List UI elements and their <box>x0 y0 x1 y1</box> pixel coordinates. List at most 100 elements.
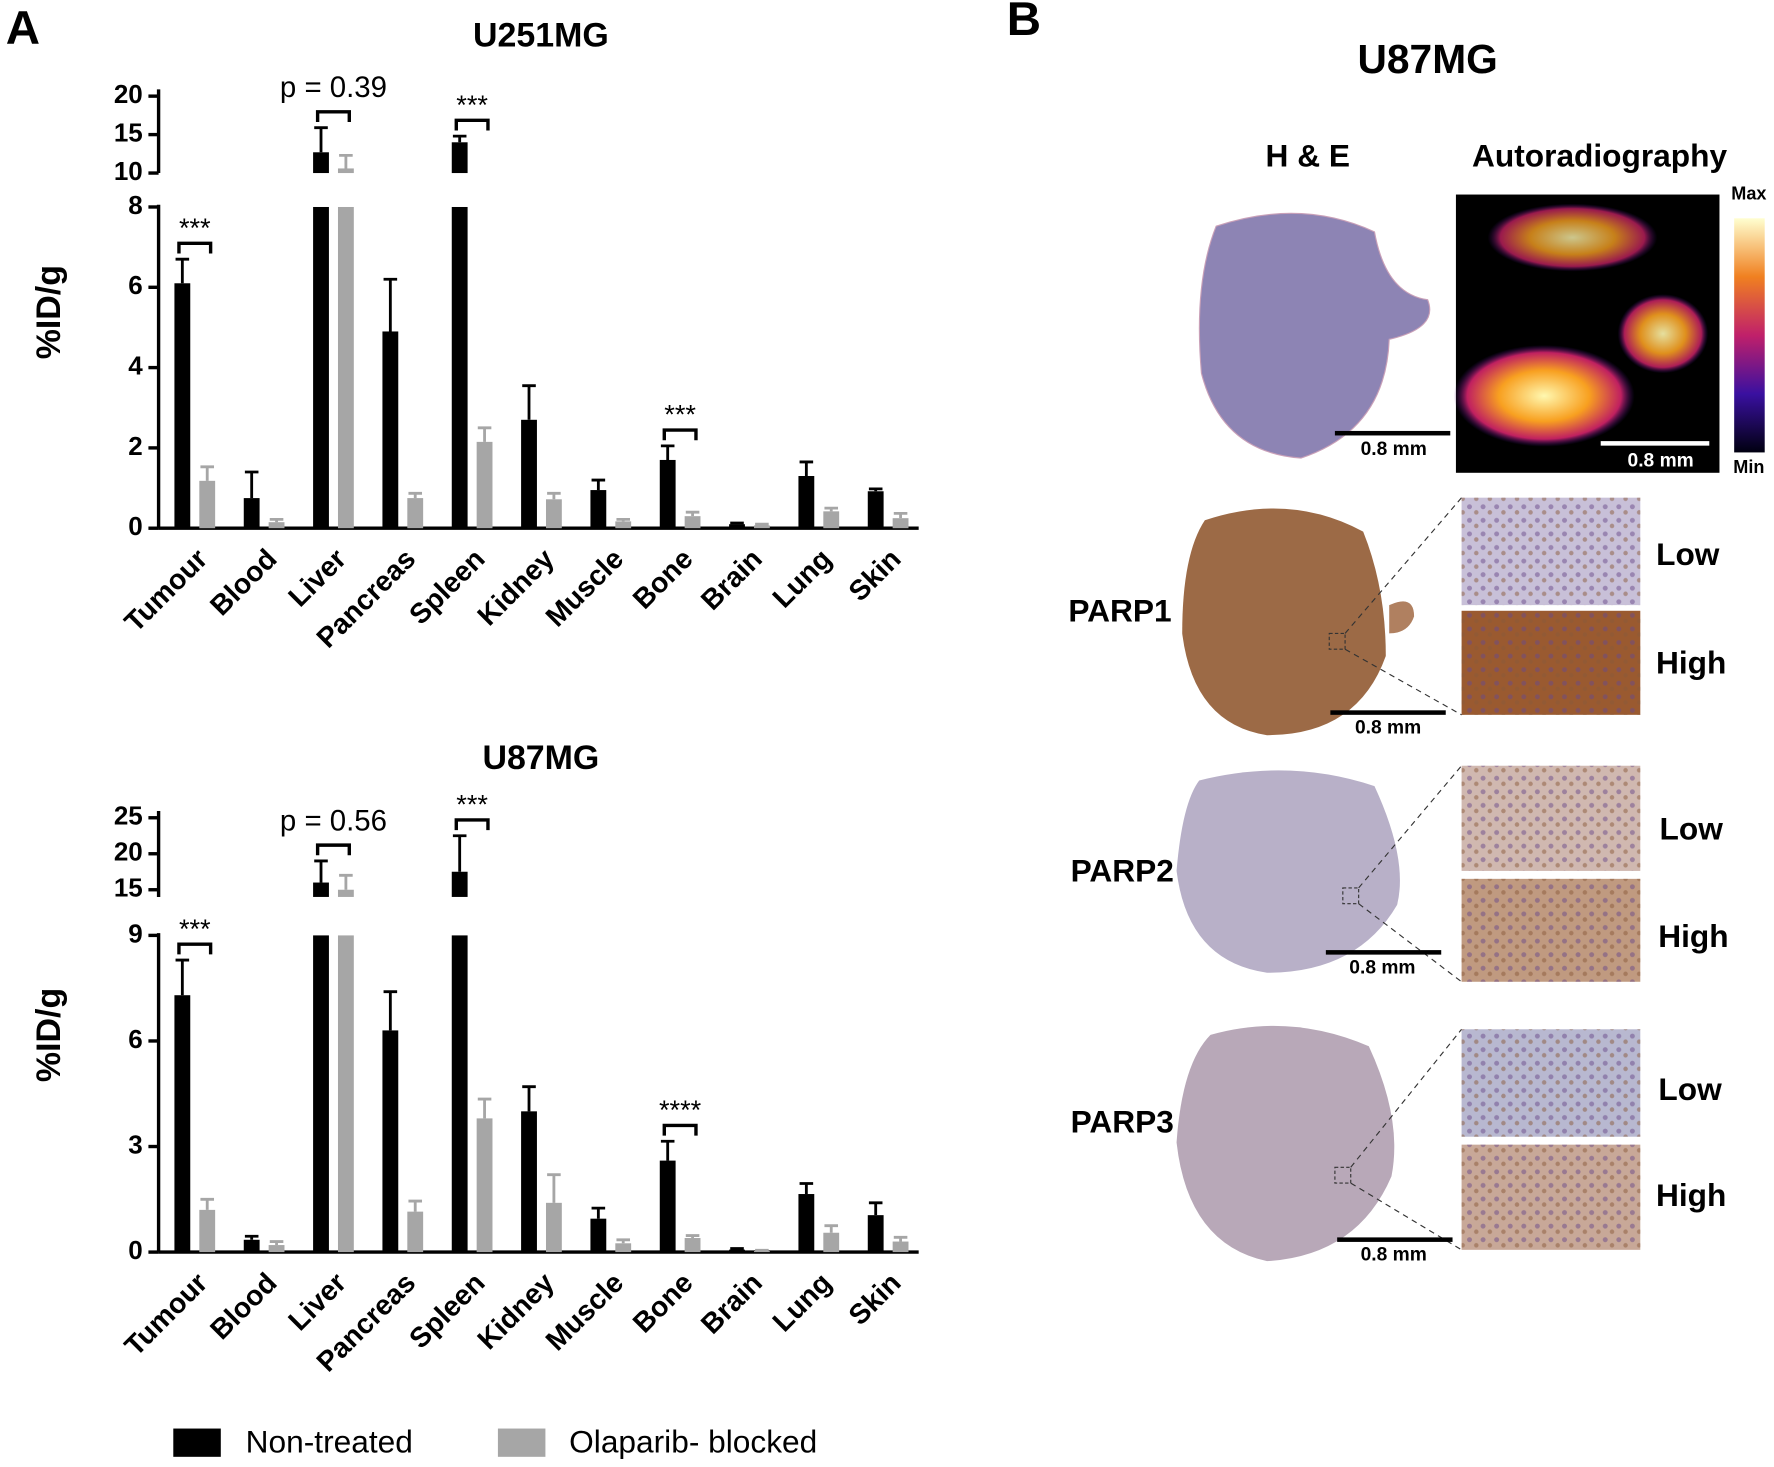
y-tick-label: 0 <box>128 511 142 541</box>
error-bar <box>200 465 215 481</box>
error-bar <box>616 517 631 522</box>
y-tick-label: 20 <box>114 79 143 109</box>
row-label: PARP2 <box>1071 853 1174 889</box>
scale-label: 0.8 mm <box>1361 439 1427 460</box>
ihc-section <box>1176 770 1400 973</box>
scale-bar <box>1600 441 1710 446</box>
significance-label: p = 0.56 <box>280 804 387 837</box>
scale-label: 0.8 mm <box>1355 717 1421 738</box>
zoom-box <box>1328 632 1346 650</box>
zoom-line <box>1358 903 1462 983</box>
colorbar-label: Min <box>1733 457 1764 477</box>
error-bar <box>893 1235 908 1242</box>
bar <box>243 1239 260 1253</box>
bar <box>545 499 562 529</box>
error-bar <box>547 491 561 500</box>
x-tick-label: Muscle <box>539 542 629 632</box>
significance-bracket <box>662 428 698 441</box>
error-bar <box>799 1182 814 1195</box>
ihc-section <box>1182 508 1386 736</box>
chart-title: U87MG <box>482 739 599 777</box>
level-label: Low <box>1658 1071 1722 1107</box>
bar <box>684 1238 701 1253</box>
scale-bar <box>1330 710 1446 715</box>
significance-label: p = 0.39 <box>280 71 387 104</box>
bar <box>451 871 468 897</box>
y-tick-label: 6 <box>128 1024 142 1054</box>
error-bar <box>685 510 700 517</box>
y-tick-label: 20 <box>114 837 143 867</box>
bar <box>268 1245 285 1253</box>
error-bar <box>730 1247 744 1250</box>
column-header: Autoradiography <box>1472 138 1727 174</box>
panel-label: B <box>1007 0 1041 46</box>
hot-region <box>1453 344 1635 447</box>
bar <box>476 441 493 529</box>
y-tick-label: 25 <box>114 801 143 831</box>
panel-title: U87MG <box>1358 36 1498 82</box>
x-tick-label: Spleen <box>403 1266 491 1354</box>
significance-bracket <box>315 843 351 856</box>
error-bar <box>799 460 814 477</box>
level-label: High <box>1658 918 1728 954</box>
bar <box>382 1030 399 1253</box>
bar <box>174 995 191 1253</box>
bar <box>729 1249 745 1253</box>
significance-label: **** <box>659 1094 702 1125</box>
bar <box>337 889 354 897</box>
error-bar <box>269 517 284 523</box>
x-tick-label: Tumour <box>118 542 214 638</box>
legend-label: Non-treated <box>246 1424 413 1460</box>
bar <box>337 206 354 529</box>
error-bar <box>730 521 744 525</box>
legend-label: Olaparib- blocked <box>569 1424 817 1460</box>
y-tick-label: 10 <box>114 156 143 186</box>
x-tick-label: Brain <box>694 542 768 616</box>
x-tick-label: Lung <box>766 542 837 613</box>
error-bar <box>244 470 259 499</box>
y-tick-label: 6 <box>128 270 142 300</box>
bar <box>313 152 329 174</box>
x-tick-label: Spleen <box>403 542 491 630</box>
x-tick-label: Bone <box>626 542 699 615</box>
bar <box>243 498 260 529</box>
zoom-line <box>1350 1182 1462 1251</box>
bar <box>823 511 840 529</box>
bar <box>199 480 216 529</box>
error-bar <box>175 958 190 996</box>
error-bar <box>383 990 398 1031</box>
significance-bracket <box>454 818 490 831</box>
y-tick-label: 15 <box>114 117 143 147</box>
bar <box>729 524 745 529</box>
bar <box>615 1243 632 1253</box>
colorbar <box>1734 218 1765 453</box>
scale-bar <box>1334 430 1451 436</box>
x-tick-label: Blood <box>203 542 282 621</box>
ihc-zoom <box>1461 497 1641 606</box>
y-tick-label: 4 <box>128 350 143 380</box>
significance-bracket <box>177 942 213 955</box>
level-label: High <box>1656 1177 1726 1213</box>
bar <box>174 283 191 529</box>
row-label: PARP1 <box>1068 592 1171 628</box>
ihc-zoom <box>1461 878 1641 982</box>
bar <box>521 419 537 529</box>
y-tick-label: 0 <box>128 1235 142 1265</box>
error-bar <box>477 1097 492 1119</box>
bar <box>590 1218 607 1253</box>
bar <box>892 518 909 529</box>
error-bar <box>339 153 353 169</box>
error-bar <box>660 444 675 460</box>
x-tick-label: Lung <box>766 1266 837 1337</box>
panel-b: B U87MG H & E Autoradiography 0.8 mm 0.8… <box>1007 0 1767 1266</box>
bar <box>798 476 815 529</box>
y-axis-label: %ID/g <box>30 988 68 1082</box>
ihc-zoom <box>1461 610 1641 715</box>
scale-bar <box>1325 950 1442 955</box>
bar <box>823 1232 840 1253</box>
hot-region <box>1487 203 1658 272</box>
error-bar <box>175 257 190 284</box>
error-bar <box>477 426 492 442</box>
row-label: PARP3 <box>1071 1104 1174 1140</box>
ihc-section <box>1176 1025 1395 1262</box>
